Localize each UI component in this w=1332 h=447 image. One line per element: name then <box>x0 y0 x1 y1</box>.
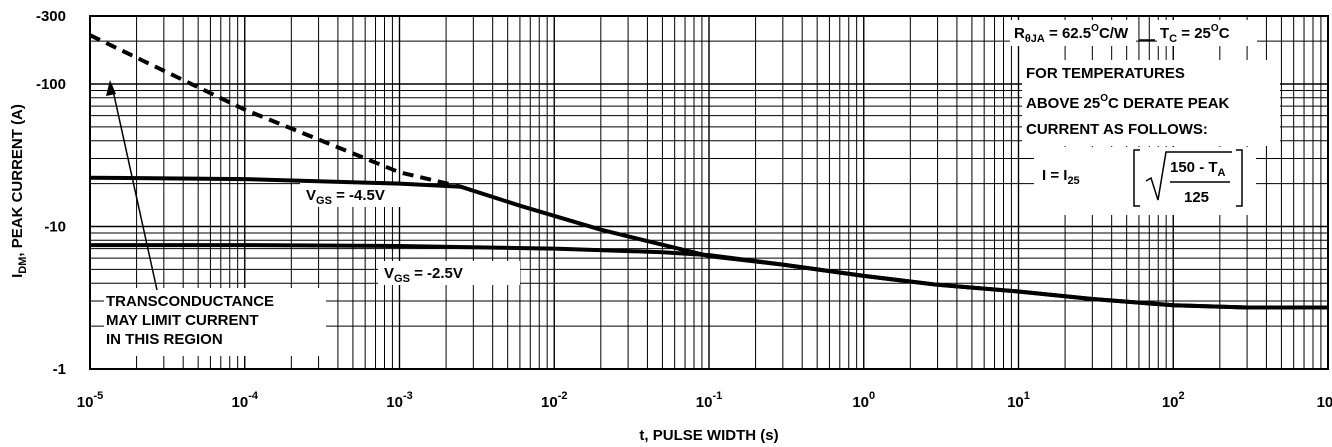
y-tick-label: -300 <box>36 8 66 25</box>
x-tick-label: 10-5 <box>77 390 103 411</box>
x-tick-label: 101 <box>1007 390 1030 411</box>
y-axis-title: IDM, PEAK CURRENT (A) <box>9 104 29 278</box>
x-tick-label: 10-1 <box>696 390 722 411</box>
plot-frame <box>89 15 1329 370</box>
x-axis-title: t, PULSE WIDTH (s) <box>639 427 778 444</box>
temp-line-2: ABOVE 25OC DERATE PEAK <box>1026 93 1230 112</box>
formula-left-bracket <box>1133 149 1140 207</box>
tc-label: TC = 25OC <box>1160 23 1230 45</box>
x-tick-label: 102 <box>1162 390 1185 411</box>
rtheta-label: RθJA = 62.5OC/W <box>1014 23 1129 45</box>
vgs25-label: VGS = -2.5V <box>384 265 463 285</box>
rtheta-box <box>1010 20 1136 46</box>
formula-sqrt-sign <box>1145 151 1232 201</box>
x-tick-label: 10-3 <box>386 390 412 411</box>
transcond-line-3: IN THIS REGION <box>106 331 223 348</box>
vgs45-label: VGS = -4.5V <box>306 187 385 207</box>
transcond-line-1: TRANSCONDUCTANCE <box>106 293 274 310</box>
series-layer <box>89 33 1328 310</box>
temp-box <box>1022 60 1280 146</box>
y-tick-label: -100 <box>36 76 66 93</box>
transcond-box <box>104 288 326 356</box>
formula-lhs: I = I25 <box>1042 167 1080 187</box>
formula-right-bracket <box>1236 149 1243 207</box>
formula-denominator: 125 <box>1184 189 1209 206</box>
transcond-arrow-head <box>106 80 116 96</box>
temp-line-3: CURRENT AS FOLLOWS: <box>1026 121 1208 138</box>
x-tick-label: 10-4 <box>232 390 259 411</box>
x-tick-label: 103 <box>1317 390 1332 411</box>
temp-line-1: FOR TEMPERATURES <box>1026 65 1185 82</box>
series-line-limit-dashed <box>89 33 462 189</box>
y-tick-label: -1 <box>53 361 66 378</box>
tick-labels: 10-5 10-4 10-3 10-2 10-1 100 101 102 103 -1 -10 -10… <box>36 8 1332 411</box>
transcond-arrow-line <box>111 85 158 291</box>
formula-box <box>1034 147 1256 215</box>
x-tick-label: 100 <box>852 390 875 411</box>
vgs45-box <box>300 183 420 207</box>
tc-box <box>1157 20 1257 46</box>
x-tick-label: 10-2 <box>541 390 567 411</box>
series-line-vgs-2-5v <box>90 243 1328 310</box>
vgs25-box <box>378 261 520 285</box>
y-tick-label: -10 <box>44 218 66 235</box>
formula-numerator: 150 - TA <box>1170 159 1226 179</box>
transcond-line-2: MAY LIMIT CURRENT <box>106 312 259 329</box>
